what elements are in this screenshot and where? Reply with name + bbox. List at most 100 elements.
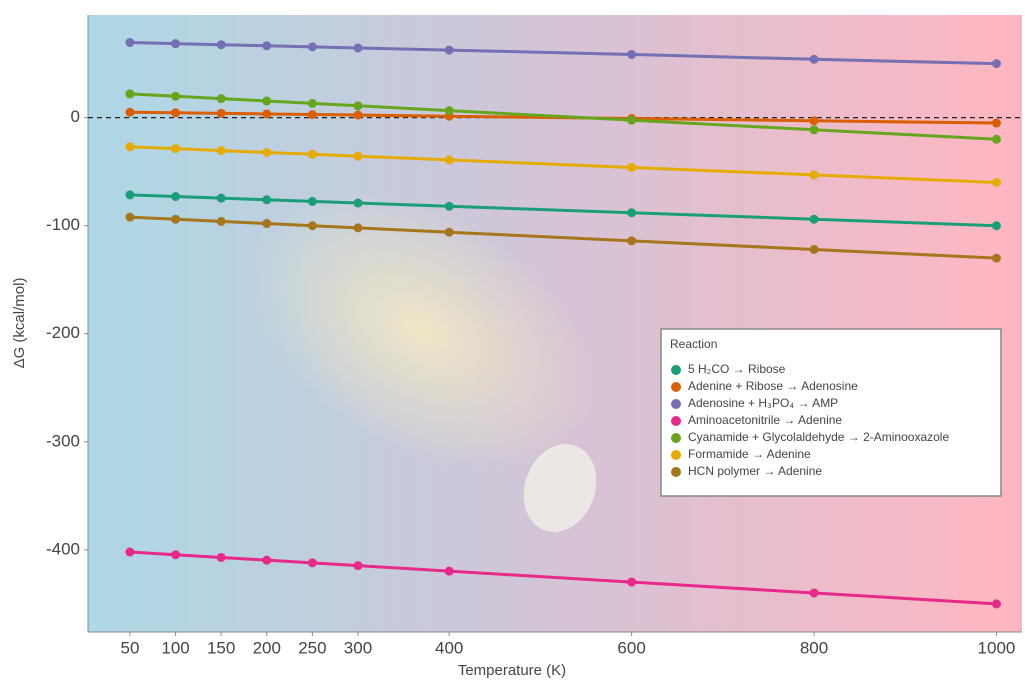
- data-point: [992, 119, 1001, 128]
- y-tick-label: -300: [46, 431, 80, 450]
- legend: Reaction 5 H₂CO → Ribose Adenine + Ribose…: [661, 329, 1001, 496]
- x-tick-label: 400: [435, 638, 463, 657]
- data-point: [217, 194, 226, 203]
- data-point: [125, 213, 134, 222]
- x-tick-label: 600: [617, 638, 645, 657]
- data-point: [217, 553, 226, 562]
- data-point: [262, 556, 271, 565]
- x-tick-label: 300: [344, 638, 372, 657]
- data-point: [445, 46, 454, 55]
- data-point: [171, 192, 180, 201]
- legend-swatch: [671, 450, 681, 460]
- data-point: [627, 578, 636, 587]
- data-point: [810, 170, 819, 179]
- data-point: [171, 144, 180, 153]
- data-point: [445, 155, 454, 164]
- data-point: [262, 219, 271, 228]
- data-point: [445, 228, 454, 237]
- chart: Temperature (K) ΔG (kcal/mol) -400 -300 -2…: [0, 0, 1025, 682]
- legend-label: 5 H₂CO → Ribose: [688, 362, 786, 376]
- data-point: [992, 254, 1001, 263]
- x-tick-label: 800: [800, 638, 828, 657]
- data-point: [353, 223, 362, 232]
- legend-label: Formamide → Adenine: [688, 447, 811, 461]
- legend-label: Cyanamide + Glycolaldehyde → 2-Aminooxaz…: [688, 430, 949, 444]
- data-point: [810, 55, 819, 64]
- x-tick-label: 200: [253, 638, 281, 657]
- data-point: [308, 99, 317, 108]
- data-point: [171, 550, 180, 559]
- data-point: [353, 199, 362, 208]
- legend-swatch: [671, 416, 681, 426]
- data-point: [262, 195, 271, 204]
- data-point: [353, 561, 362, 570]
- data-point: [125, 89, 134, 98]
- data-point: [308, 221, 317, 230]
- data-point: [217, 146, 226, 155]
- data-point: [353, 101, 362, 110]
- data-point: [445, 106, 454, 115]
- data-point: [262, 41, 271, 50]
- data-point: [125, 548, 134, 557]
- y-tick-label: 0: [71, 107, 80, 126]
- legend-title: Reaction: [670, 337, 717, 351]
- data-point: [353, 43, 362, 52]
- data-point: [262, 148, 271, 157]
- y-tick-label: -200: [46, 323, 80, 342]
- data-point: [992, 221, 1001, 230]
- data-point: [217, 217, 226, 226]
- data-point: [308, 197, 317, 206]
- data-point: [992, 135, 1001, 144]
- data-point: [353, 111, 362, 120]
- data-point: [125, 190, 134, 199]
- data-point: [810, 116, 819, 125]
- data-point: [810, 125, 819, 134]
- legend-label: HCN polymer → Adenine: [688, 464, 822, 478]
- x-axis-label: Temperature (K): [458, 662, 566, 679]
- legend-swatch: [671, 365, 681, 375]
- legend-swatch: [671, 399, 681, 409]
- data-point: [308, 150, 317, 159]
- data-point: [627, 50, 636, 59]
- data-point: [627, 208, 636, 217]
- x-tick-label: 1000: [978, 638, 1016, 657]
- data-point: [262, 109, 271, 118]
- data-point: [217, 94, 226, 103]
- data-point: [445, 567, 454, 576]
- legend-label: Adenosine + H₃PO₄ → AMP: [688, 396, 838, 410]
- data-point: [627, 116, 636, 125]
- data-point: [445, 202, 454, 211]
- legend-label: Aminoacetonitrile → Adenine: [688, 413, 842, 427]
- legend-swatch: [671, 433, 681, 443]
- x-tick-label: 250: [298, 638, 326, 657]
- data-point: [125, 38, 134, 47]
- data-point: [810, 588, 819, 597]
- data-point: [627, 236, 636, 245]
- data-point: [171, 92, 180, 101]
- y-axis-label: ΔG (kcal/mol): [11, 278, 28, 369]
- data-point: [308, 42, 317, 51]
- data-point: [262, 97, 271, 106]
- data-point: [992, 178, 1001, 187]
- data-point: [308, 558, 317, 567]
- data-point: [171, 108, 180, 117]
- x-tick-label: 50: [120, 638, 139, 657]
- data-point: [992, 599, 1001, 608]
- data-point: [171, 39, 180, 48]
- data-point: [627, 163, 636, 172]
- x-tick-label: 100: [161, 638, 189, 657]
- y-tick-label: -400: [46, 539, 80, 558]
- data-point: [171, 215, 180, 224]
- legend-label: Adenine + Ribose → Adenosine: [688, 379, 858, 393]
- x-tick-label: 150: [207, 638, 235, 657]
- legend-swatch: [671, 382, 681, 392]
- data-point: [353, 152, 362, 161]
- data-point: [810, 245, 819, 254]
- data-point: [810, 215, 819, 224]
- data-point: [992, 59, 1001, 68]
- data-point: [125, 108, 134, 117]
- data-point: [217, 109, 226, 118]
- legend-swatch: [671, 467, 681, 477]
- y-tick-label: -100: [46, 215, 80, 234]
- data-point: [217, 40, 226, 49]
